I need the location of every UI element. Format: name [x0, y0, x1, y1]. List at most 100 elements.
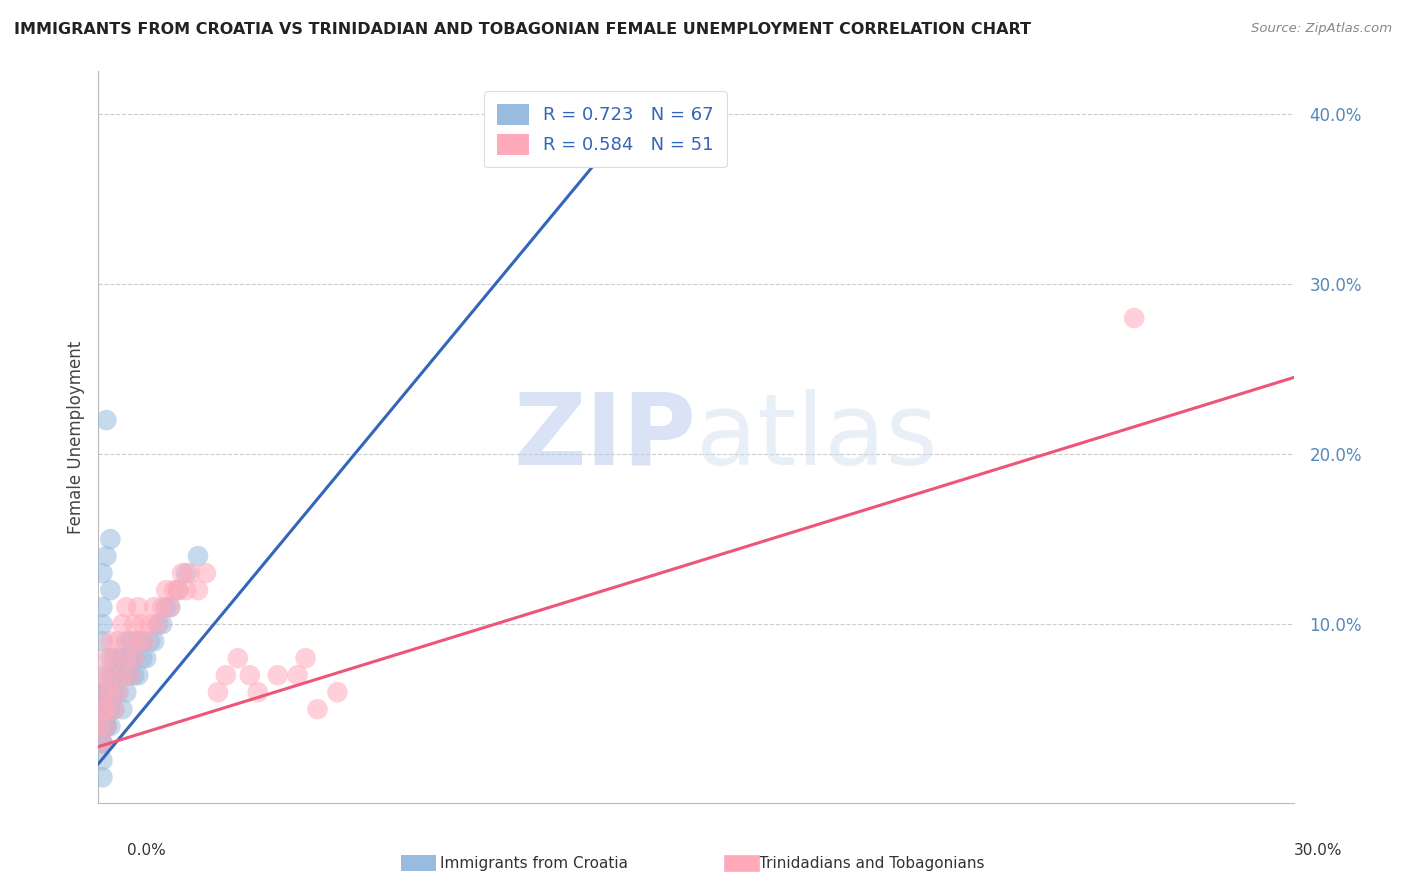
Point — [115, 685, 138, 699]
Point — [135, 651, 157, 665]
Point — [91, 600, 114, 615]
Point — [115, 668, 138, 682]
Point — [96, 702, 118, 716]
Point — [127, 634, 149, 648]
Point — [167, 583, 190, 598]
Point — [91, 702, 114, 716]
Point — [111, 668, 134, 682]
Point — [111, 651, 134, 665]
Point — [98, 634, 122, 648]
Point — [172, 566, 194, 581]
Point — [287, 668, 309, 682]
Point — [246, 685, 269, 699]
Point — [98, 668, 122, 682]
Point — [96, 702, 118, 716]
Point — [96, 668, 118, 682]
Point — [239, 668, 262, 682]
Point — [107, 685, 129, 699]
Point — [103, 651, 125, 665]
Point — [207, 685, 229, 699]
Point — [96, 719, 118, 733]
Point — [267, 668, 290, 682]
Point — [115, 634, 138, 648]
Point — [179, 566, 201, 581]
Point — [96, 702, 118, 716]
Point — [124, 651, 146, 665]
Point — [195, 566, 218, 581]
Point — [96, 413, 118, 427]
Point — [120, 634, 142, 648]
Point — [167, 583, 190, 598]
Point — [96, 719, 118, 733]
Point — [98, 685, 122, 699]
Point — [91, 719, 114, 733]
Point — [111, 617, 134, 632]
Point — [98, 651, 122, 665]
Text: 0.0%: 0.0% — [127, 843, 166, 858]
Point — [150, 600, 173, 615]
Point — [91, 617, 114, 632]
Point — [98, 668, 122, 682]
Point — [96, 651, 118, 665]
Point — [103, 702, 125, 716]
Point — [111, 668, 134, 682]
Point — [143, 600, 166, 615]
Text: Trinidadians and Tobagonians: Trinidadians and Tobagonians — [759, 856, 984, 871]
Point — [107, 685, 129, 699]
Point — [294, 651, 316, 665]
Point — [107, 634, 129, 648]
Point — [91, 566, 114, 581]
Point — [143, 634, 166, 648]
Point — [103, 668, 125, 682]
Point — [103, 685, 125, 699]
Point — [91, 736, 114, 750]
Point — [163, 583, 186, 598]
Point — [98, 583, 122, 598]
Point — [131, 651, 153, 665]
Point — [124, 651, 146, 665]
Point — [226, 651, 249, 665]
Point — [120, 634, 142, 648]
Point — [96, 549, 118, 563]
Point — [150, 617, 173, 632]
Point — [131, 634, 153, 648]
Point — [96, 719, 118, 733]
Point — [124, 668, 146, 682]
Point — [187, 549, 209, 563]
Point — [89, 719, 111, 733]
Point — [91, 719, 114, 733]
Point — [103, 651, 125, 665]
Point — [174, 583, 197, 598]
Point — [98, 702, 122, 716]
Point — [215, 668, 238, 682]
Point — [159, 600, 181, 615]
Point — [1123, 311, 1146, 326]
Text: Source: ZipAtlas.com: Source: ZipAtlas.com — [1251, 22, 1392, 36]
Text: IMMIGRANTS FROM CROATIA VS TRINIDADIAN AND TOBAGONIAN FEMALE UNEMPLOYMENT CORREL: IMMIGRANTS FROM CROATIA VS TRINIDADIAN A… — [14, 22, 1031, 37]
Point — [127, 668, 149, 682]
Text: 30.0%: 30.0% — [1295, 843, 1343, 858]
Text: Immigrants from Croatia: Immigrants from Croatia — [440, 856, 628, 871]
Point — [626, 124, 648, 138]
Point — [326, 685, 349, 699]
Point — [96, 685, 118, 699]
Point — [91, 736, 114, 750]
Point — [91, 736, 114, 750]
Point — [98, 719, 122, 733]
Point — [148, 617, 170, 632]
Point — [98, 685, 122, 699]
Point — [91, 668, 114, 682]
Point — [115, 651, 138, 665]
Point — [91, 702, 114, 716]
Point — [91, 702, 114, 716]
Point — [103, 702, 125, 716]
Point — [159, 600, 181, 615]
Point — [148, 617, 170, 632]
Point — [120, 668, 142, 682]
Point — [155, 600, 177, 615]
Point — [307, 702, 329, 716]
Point — [91, 685, 114, 699]
Point — [135, 634, 157, 648]
Point — [91, 753, 114, 767]
Point — [174, 566, 197, 581]
